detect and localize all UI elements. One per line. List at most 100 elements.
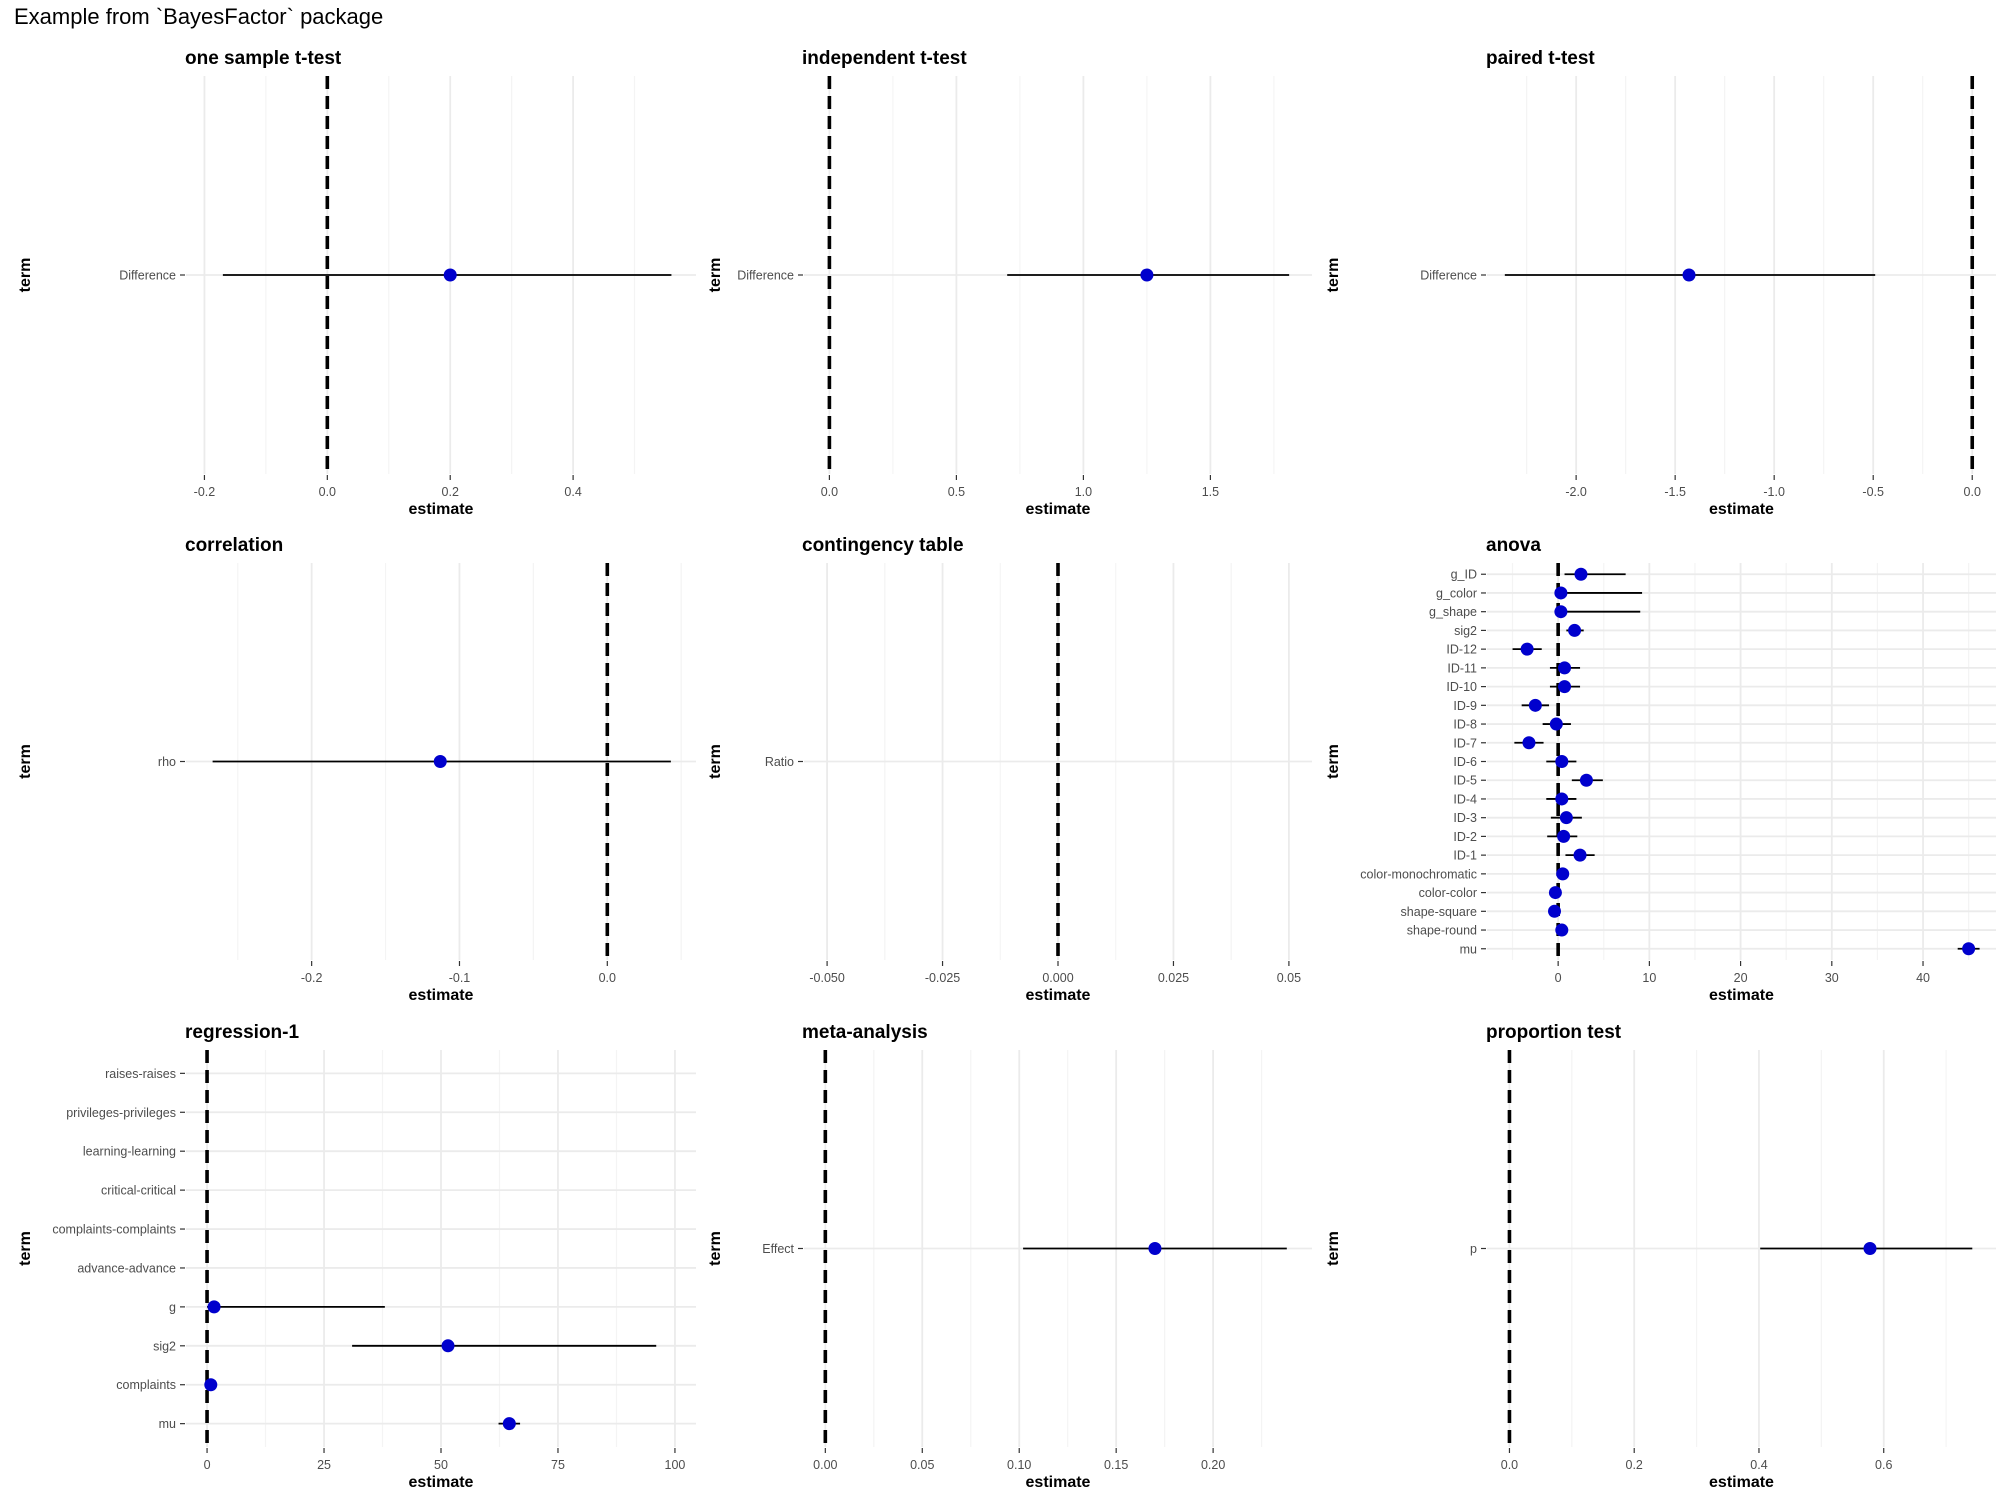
panel-title: paired t-test: [1486, 48, 1595, 69]
x-tick-label: 0.00: [813, 1458, 837, 1472]
estimate-point: [1962, 942, 1976, 956]
y-tick-label: ID-10: [1446, 680, 1477, 694]
x-tick-label: 0.0: [319, 485, 336, 499]
y-axis-title: term: [707, 744, 724, 779]
y-tick-label: ID-6: [1453, 755, 1477, 769]
estimate-point: [433, 755, 447, 768]
x-axis-title: estimate: [1026, 1474, 1091, 1491]
y-tick-label: color-monochromatic: [1360, 867, 1477, 881]
estimate-point: [1555, 923, 1569, 937]
x-tick-label: 0.4: [1750, 1458, 1767, 1472]
x-tick-label: 0.025: [1158, 971, 1189, 985]
panel-7: mu complaints sig2 g advance-advance complain…: [17, 1022, 696, 1491]
y-tick-label: raises-raises: [105, 1067, 176, 1081]
x-tick-label: 0.10: [1007, 1458, 1031, 1472]
x-tick-label: 0.000: [1042, 971, 1073, 985]
estimate-point: [1574, 567, 1588, 581]
x-tick-label: 0: [1555, 971, 1562, 985]
x-tick-label: 0.6: [1875, 1458, 1892, 1472]
estimate-point: [1140, 268, 1154, 282]
x-tick-label: 0.15: [1104, 1458, 1128, 1472]
y-tick-label: ID-2: [1453, 830, 1477, 844]
x-tick-label: 40: [1916, 971, 1930, 985]
estimate-point: [1548, 904, 1562, 918]
y-tick-label: sig2: [1454, 624, 1477, 638]
estimate-point: [443, 268, 457, 282]
estimate-point: [1568, 623, 1582, 637]
y-tick-label: Effect: [762, 1242, 794, 1256]
x-tick-label: 10: [1642, 971, 1656, 985]
y-tick-label: g: [169, 1300, 176, 1314]
y-tick-label: rho: [158, 755, 176, 769]
y-tick-label: g_ID: [1451, 568, 1477, 582]
x-axis-title: estimate: [409, 1474, 474, 1491]
panel-4: rho -0.2 -0.1 0.0 estimate term correlation: [17, 535, 696, 1004]
x-tick-label: 0.20: [1201, 1458, 1225, 1472]
estimate-point: [441, 1339, 455, 1353]
x-tick-label: 50: [434, 1458, 448, 1472]
x-tick-label: -0.2: [301, 971, 323, 985]
estimate-point: [1559, 811, 1573, 825]
panel-8: Effect 0.00 0.05 0.10 0.15 0.20 estimate term me…: [707, 1022, 1312, 1491]
y-tick-label: Difference: [1420, 269, 1477, 283]
estimate-point: [1528, 698, 1542, 712]
y-tick-label: Difference: [737, 269, 794, 283]
panel-9: p 0.0 0.2 0.4 0.6 estimate term proportion test: [1325, 1022, 1996, 1491]
y-tick-label: mu: [1460, 942, 1477, 956]
y-tick-label: sig2: [153, 1339, 176, 1353]
y-tick-label: learning-learning: [83, 1145, 176, 1159]
panel-6: mu shape-round shape-square color-color colo…: [1325, 535, 1996, 1004]
y-tick-label: ID-12: [1446, 643, 1477, 657]
y-tick-label: complaints-complaints: [52, 1223, 176, 1237]
y-tick-label: color-color: [1419, 886, 1477, 900]
y-tick-label: ID-9: [1453, 699, 1477, 713]
x-axis-title: estimate: [1709, 987, 1774, 1004]
estimate-point: [1548, 886, 1562, 900]
estimate-point: [502, 1417, 516, 1431]
panel-2: Difference 0.0 0.5 1.0 1.5 estimate term indepe…: [707, 48, 1312, 518]
estimate-point: [1573, 848, 1587, 862]
y-axis-title: term: [1325, 258, 1342, 293]
y-axis-title: term: [707, 1231, 724, 1266]
x-tick-label: -0.050: [809, 971, 844, 985]
y-tick-label: g_color: [1436, 586, 1477, 600]
x-tick-label: 100: [665, 1458, 686, 1472]
x-tick-label: 0.0: [1501, 1458, 1518, 1472]
estimate-point: [1554, 605, 1568, 619]
x-tick-label: 0.4: [564, 485, 581, 499]
y-tick-label: advance-advance: [77, 1261, 176, 1275]
y-tick-label: ID-11: [1447, 661, 1477, 675]
x-tick-label: 1.0: [1075, 485, 1092, 499]
y-tick-label: privileges-privileges: [66, 1106, 176, 1120]
x-tick-label: 0.0: [821, 485, 838, 499]
panel-1: Difference -0.2 0.0 0.2 0.4 estimate term one s…: [17, 48, 696, 518]
y-tick-label: complaints: [116, 1378, 176, 1392]
panel-title: regression-1: [185, 1022, 299, 1043]
estimate-point: [1557, 829, 1571, 843]
y-axis-title: term: [1325, 1231, 1342, 1266]
y-tick-label: critical-critical: [101, 1184, 176, 1198]
x-axis-title: estimate: [1709, 501, 1774, 518]
estimate-point: [1520, 642, 1534, 656]
y-axis-title: term: [17, 1231, 34, 1266]
panel-5: Ratio -0.050 -0.025 0.000 0.025 0.05 estimate t…: [707, 535, 1312, 1004]
estimate-point: [1555, 792, 1569, 806]
x-tick-label: 25: [317, 1458, 331, 1472]
x-tick-label: -1.5: [1664, 485, 1686, 499]
panel-title: correlation: [185, 535, 283, 556]
x-tick-label: 0.05: [1277, 971, 1301, 985]
x-tick-label: -2.0: [1565, 485, 1587, 499]
x-tick-label: -0.1: [449, 971, 471, 985]
y-axis-title: term: [1325, 744, 1342, 779]
x-tick-label: 30: [1825, 971, 1839, 985]
panel-title: independent t-test: [802, 48, 967, 69]
y-axis-title: term: [17, 258, 34, 293]
x-tick-label: 0: [204, 1458, 211, 1472]
x-tick-label: 0.2: [442, 485, 459, 499]
x-tick-label: 0.0: [599, 971, 616, 985]
y-axis-title: term: [17, 744, 34, 779]
estimate-point: [1148, 1242, 1162, 1255]
y-tick-label: Ratio: [765, 755, 794, 769]
y-tick-label: shape-square: [1401, 905, 1477, 919]
